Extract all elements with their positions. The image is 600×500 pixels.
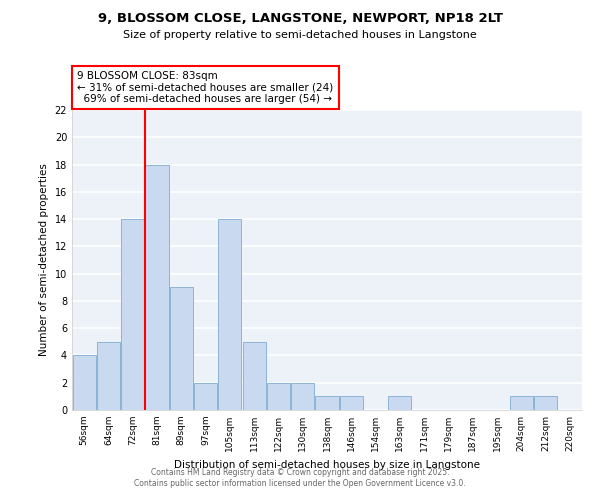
Bar [194, 382, 217, 410]
Text: 9, BLOSSOM CLOSE, LANGSTONE, NEWPORT, NP18 2LT: 9, BLOSSOM CLOSE, LANGSTONE, NEWPORT, NP… [97, 12, 503, 26]
Bar [242, 342, 266, 410]
Bar [97, 342, 120, 410]
Text: Size of property relative to semi-detached houses in Langstone: Size of property relative to semi-detach… [123, 30, 477, 40]
Bar [316, 396, 338, 410]
Bar [145, 164, 169, 410]
Bar [170, 288, 193, 410]
Text: Contains HM Land Registry data © Crown copyright and database right 2025.
Contai: Contains HM Land Registry data © Crown c… [134, 468, 466, 487]
Bar [267, 382, 290, 410]
Bar [534, 396, 557, 410]
Text: 9 BLOSSOM CLOSE: 83sqm
← 31% of semi-detached houses are smaller (24)
  69% of s: 9 BLOSSOM CLOSE: 83sqm ← 31% of semi-det… [77, 71, 334, 104]
Bar [510, 396, 533, 410]
Y-axis label: Number of semi-detached properties: Number of semi-detached properties [39, 164, 49, 356]
Bar [73, 356, 95, 410]
Bar [388, 396, 412, 410]
Bar [340, 396, 363, 410]
Bar [291, 382, 314, 410]
Bar [218, 219, 241, 410]
X-axis label: Distribution of semi-detached houses by size in Langstone: Distribution of semi-detached houses by … [174, 460, 480, 469]
Bar [121, 219, 144, 410]
